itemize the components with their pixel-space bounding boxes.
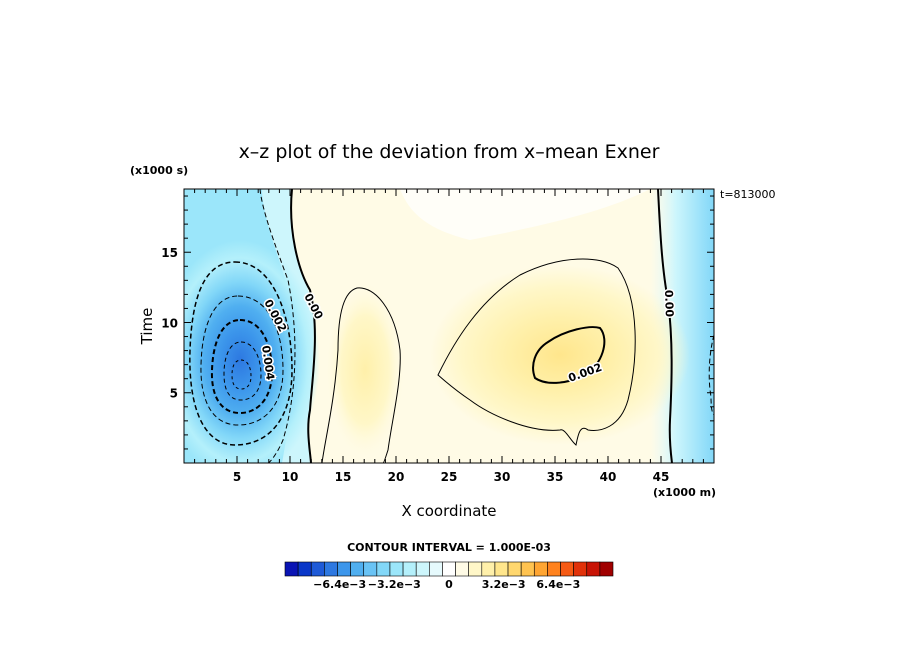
time-stamp: t=813000	[720, 188, 776, 201]
y-axis-label: Time	[138, 308, 156, 346]
colorbar-swatch	[481, 561, 496, 577]
contour-neg3-loop	[200, 295, 284, 426]
contour-neg5-loop	[223, 341, 262, 401]
colorbar-swatch	[573, 561, 588, 577]
axis-ticks: 5 10 15 20 25 30 35 40 45 5 10 15	[161, 189, 714, 484]
colorbar-swatch	[468, 561, 483, 577]
colorbar-swatch	[429, 561, 443, 577]
contour-label: 0.00	[662, 290, 676, 318]
colorbar-swatch	[310, 561, 325, 577]
colorbar-swatch	[494, 561, 509, 577]
x-tick-label: 5	[233, 470, 241, 484]
contour-neg1-right	[708, 334, 714, 416]
y-unit-label: (x1000 s)	[130, 164, 188, 177]
chart-title: x–z plot of the deviation from x–mean Ex…	[239, 141, 660, 163]
colorbar-swatch	[533, 561, 548, 577]
contour-field: 0.002 0.00 0.004 0.00 0.002	[184, 189, 714, 463]
x-axis-label: X coordinate	[401, 502, 496, 520]
contour-pos1-middle	[321, 287, 401, 463]
colorbar-tick-label: −3.2e−3	[368, 578, 421, 591]
colorbar-swatch	[402, 561, 417, 577]
colorbar-swatch	[350, 561, 365, 577]
colorbar-tick-label: 6.4e−3	[536, 578, 580, 591]
x-tick-label: 25	[441, 470, 458, 484]
x-tick-label: 45	[653, 470, 670, 484]
colorbar-swatch	[297, 561, 312, 577]
contour-interval-text: CONTOUR INTERVAL = 1.000E-03	[347, 541, 551, 554]
x-tick-label: 35	[547, 470, 564, 484]
colorbar-swatch	[415, 561, 430, 577]
colorbar-swatch	[324, 561, 338, 577]
field-high-middle	[325, 280, 405, 460]
contour-neg6-loop	[231, 359, 252, 390]
contour-neg4-loop	[210, 318, 274, 415]
colorbar-swatch	[586, 561, 601, 577]
field-high-right	[430, 265, 690, 445]
x-tick-label: 20	[388, 470, 405, 484]
contour-neg2-loop	[189, 261, 293, 446]
contour-zero-right	[657, 189, 673, 463]
colorbar-swatch	[455, 561, 469, 577]
x-tick-label: 30	[494, 470, 511, 484]
colorbar-swatch	[442, 561, 456, 577]
contour-pos2-right	[532, 326, 606, 384]
colorbar: −6.4e−3 −3.2e−3 0 3.2e−3 6.4e−3	[284, 561, 614, 591]
x-unit-label: (x1000 m)	[653, 486, 716, 499]
y-tick-label: 15	[161, 246, 178, 260]
colorbar-swatch	[337, 561, 351, 577]
contour-zero-left	[290, 189, 316, 463]
x-tick-label: 40	[600, 470, 617, 484]
y-tick-label: 10	[161, 316, 178, 330]
colorbar-swatch	[599, 561, 614, 577]
colorbar-swatch	[389, 561, 404, 577]
colorbar-swatch	[560, 561, 574, 577]
contour-pos1-right	[437, 258, 636, 446]
x-tick-label: 10	[282, 470, 299, 484]
colorbar-swatch	[520, 561, 535, 577]
colorbar-swatch	[284, 561, 299, 577]
colorbar-tick-label: −6.4e−3	[313, 578, 366, 591]
x-tick-label: 15	[335, 470, 352, 484]
colorbar-swatch	[376, 561, 391, 577]
colorbar-tick-label: 0	[445, 578, 453, 591]
colorbar-swatch	[507, 561, 522, 577]
field-white-patch	[400, 189, 650, 240]
contour-neg1-left	[259, 189, 296, 463]
colorbar-swatch	[363, 561, 378, 577]
colorbar-tick-label: 3.2e−3	[482, 578, 526, 591]
colorbar-swatch	[547, 561, 561, 577]
y-tick-label: 5	[170, 387, 178, 401]
